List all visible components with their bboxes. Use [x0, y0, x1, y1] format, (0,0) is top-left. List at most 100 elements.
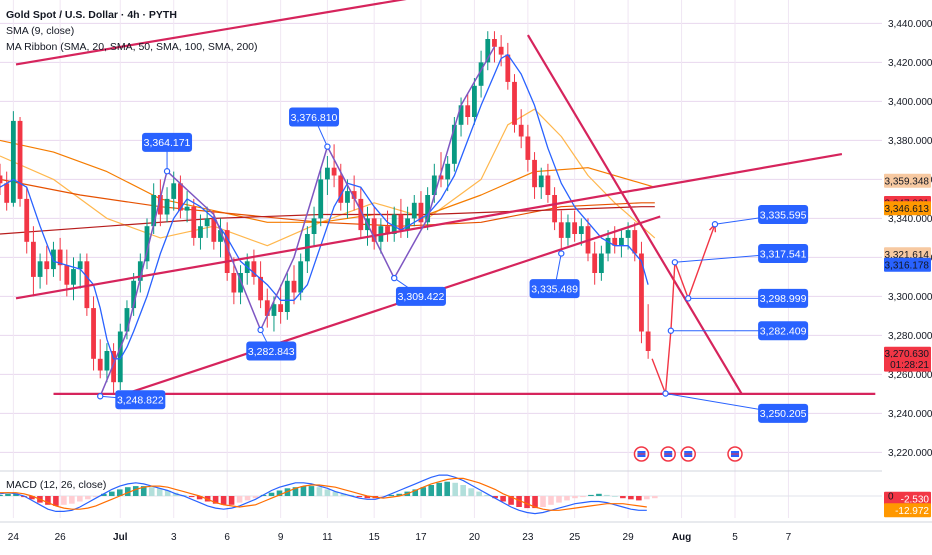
candle-body: [538, 175, 544, 188]
candle-body: [164, 198, 170, 215]
candle-body: [445, 163, 451, 180]
macd-histogram-bar: [460, 485, 466, 496]
candle-bearish: [0, 163, 3, 195]
macd-histogram-bar: [316, 487, 323, 496]
price-axis-badge: [884, 346, 931, 361]
candle-bullish: [619, 230, 624, 258]
candle-bullish: [391, 206, 397, 242]
event-icon-layer: [633, 446, 743, 462]
macd-histogram-bar: [564, 496, 570, 501]
candle-body: [552, 195, 557, 223]
candle-body: [44, 261, 50, 270]
annotation-anchor-point: [163, 168, 171, 175]
candle-bullish: [425, 187, 431, 231]
macd-histogram-bar: [53, 496, 59, 506]
candle-bearish: [111, 343, 116, 394]
candle-bullish: [445, 156, 451, 192]
annotation-label: 3,248.822: [117, 395, 164, 407]
candle-bearish: [4, 171, 10, 211]
macd-histogram-bar: [572, 496, 578, 499]
candle-body: [137, 261, 143, 281]
macd-histogram-bar: [85, 496, 91, 500]
candle-body: [31, 241, 36, 277]
candle-body: [211, 218, 217, 242]
price-axis-background: [882, 0, 932, 550]
candle-body: [191, 206, 197, 238]
candle-body: [525, 136, 531, 160]
annotation-label-box: [758, 244, 809, 263]
candle-body: [451, 124, 457, 164]
candle-bullish: [311, 206, 317, 246]
candle-bearish: [552, 187, 557, 231]
macd-axis-badge-label: -2.530: [901, 494, 930, 505]
price-axis-tick: 3,240.000: [888, 409, 932, 420]
candle-bullish: [164, 187, 170, 223]
candle-body: [325, 167, 330, 180]
time-axis-tick: Aug: [672, 532, 691, 543]
candle-body: [458, 105, 464, 125]
candle-body: [565, 222, 571, 238]
candle-bearish: [157, 179, 163, 227]
time-axis-tick: 23: [522, 532, 534, 543]
annotation-label: 3,282.843: [248, 346, 295, 358]
candle-body: [258, 276, 263, 301]
annotation-anchor-point: [711, 221, 719, 228]
candle-body: [10, 120, 16, 203]
annotation-anchor-point: [257, 326, 264, 334]
macd-histogram-bar: [61, 496, 67, 505]
annotation-anchor-point: [667, 327, 675, 334]
macd-histogram-bar: [244, 496, 251, 501]
macd-histogram-bar: [268, 492, 275, 496]
macd-histogram-bar: [116, 489, 123, 496]
candle-body: [572, 222, 578, 234]
annotation-label-box: [395, 286, 446, 306]
candle-bearish: [17, 117, 23, 207]
macd-histogram-bar: [524, 496, 530, 509]
annotation-label: 3,364.171: [144, 137, 191, 149]
price-axis-badge: [884, 247, 931, 262]
macd-histogram-bar: [604, 494, 610, 496]
zigzag-path: [99, 46, 496, 397]
candle-body: [358, 198, 364, 231]
candle-bullish: [218, 218, 223, 258]
candle-body: [271, 304, 277, 316]
candle-bearish: [91, 296, 96, 371]
macd-histogram-bar: [324, 489, 331, 496]
candle-bearish: [57, 237, 63, 281]
price-axis: 3,440.0003,420.0003,400.0003,380.0003,36…: [882, 0, 932, 550]
candle-body: [311, 218, 317, 234]
candle-bearish: [211, 210, 217, 250]
candle-bearish: [31, 226, 36, 297]
macd-histogram-bar: [412, 489, 419, 496]
candle-body: [351, 191, 357, 199]
annotation-label-box: [142, 132, 193, 152]
candle-body: [84, 261, 90, 309]
price-axis-badge-label: 3,321.614: [885, 250, 930, 261]
price-axis-badge: [884, 173, 931, 188]
candle-bearish: [84, 253, 90, 316]
macd-histogram-bar: [356, 496, 363, 498]
time-axis-tick: 15: [369, 532, 381, 543]
candle-bearish: [385, 210, 390, 242]
candle-body: [71, 269, 76, 285]
macd-histogram-bar: [13, 493, 19, 496]
candle-body: [17, 120, 23, 199]
candle-body: [77, 261, 83, 270]
macd-histogram-bar: [101, 493, 107, 496]
candle-bearish: [358, 187, 364, 238]
candle-body: [345, 191, 350, 203]
candle-body: [518, 124, 524, 137]
candle-body: [251, 261, 257, 277]
macd-histogram-bar: [500, 496, 506, 502]
time-axis-tick: 29: [623, 532, 635, 543]
macd-histogram-bar: [29, 496, 35, 500]
candle-bullish: [325, 156, 330, 195]
annotation-label: 3,376.810: [291, 112, 338, 124]
macd-histogram-bar: [636, 496, 642, 501]
price-axis-tick: 3,420.000: [888, 58, 932, 69]
macd-histogram-bar: [548, 496, 554, 505]
drawing-layer: [15, 0, 876, 397]
candle-bearish: [251, 249, 257, 285]
